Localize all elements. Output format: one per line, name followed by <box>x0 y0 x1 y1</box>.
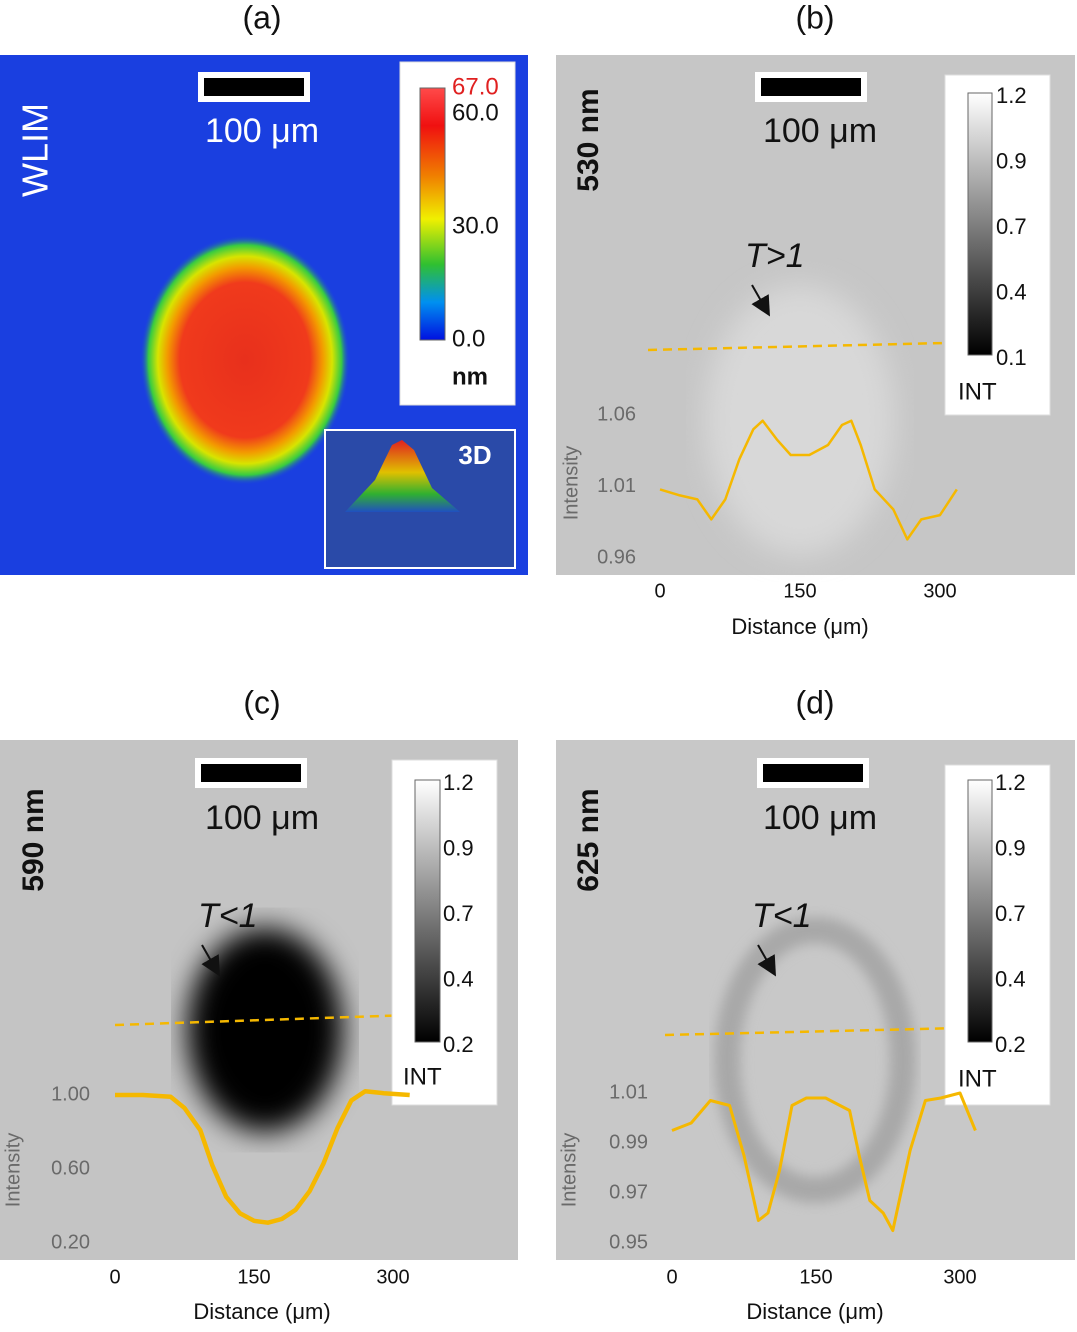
colorbar-tick-label: 0.4 <box>443 966 474 991</box>
colorbar-tick-label: 0.4 <box>995 966 1026 991</box>
arrow <box>757 944 776 977</box>
colorbar-tick-label: 0.4 <box>996 279 1027 304</box>
intensity-line <box>115 1089 410 1225</box>
colorbar-tick-label: 60.0 <box>452 100 499 127</box>
intensity-line <box>659 419 958 541</box>
y-tick-label: 0.96 <box>597 546 636 568</box>
colorbar-tick-label: 0.9 <box>996 148 1027 173</box>
colorbar-tick-label: 0.7 <box>996 214 1027 239</box>
x-tick-label: 300 <box>943 1266 976 1288</box>
cone <box>345 440 460 512</box>
colorbar-unit: INT <box>958 1065 997 1092</box>
colorbar <box>967 92 993 356</box>
y-tick-label: 0.99 <box>609 1131 648 1153</box>
colorbar-tick-label: 67.0 <box>452 73 499 100</box>
colorbar-tick-label: 0.7 <box>443 901 474 926</box>
colorbar-tick-label: 30.0 <box>452 213 499 240</box>
spot <box>187 928 343 1132</box>
x-axis-label: Distance (μm) <box>731 614 868 639</box>
x-tick-label: 300 <box>923 580 956 602</box>
bump <box>140 235 350 485</box>
colorbar-unit: nm <box>452 363 488 390</box>
annotation: T<1 <box>752 897 812 935</box>
overlay: (a) WLIM 100 μm 3D 67.060.0 30.0 0.0 nm (b) 530 n… <box>2 0 1051 1324</box>
colorbar-tick-label: 1.2 <box>443 770 474 795</box>
x-tick-label: 0 <box>654 580 665 602</box>
side-label: 530 nm <box>572 88 605 191</box>
colorbar-tick-label: 1.2 <box>996 83 1027 108</box>
colorbar <box>967 779 993 1043</box>
colorbar <box>419 87 446 341</box>
y-tick-label: 0.95 <box>609 1231 648 1253</box>
scale-bar <box>201 764 301 782</box>
side-label: WLIM <box>15 103 56 197</box>
y-tick-label: 1.00 <box>51 1083 90 1105</box>
x-tick-label: 300 <box>376 1266 409 1288</box>
y-axis-label: Intensity <box>560 446 582 520</box>
side-label: 590 nm <box>17 788 50 891</box>
colorbar-tick-label: 0.1 <box>996 345 1027 370</box>
side-label: 625 nm <box>572 788 605 891</box>
scale-bar-label: 100 μm <box>205 799 319 837</box>
colorbar-tick-label: 0.0 <box>452 325 485 352</box>
y-tick-label: 0.97 <box>609 1181 648 1203</box>
colorbar-tick-label: 1.2 <box>995 770 1026 795</box>
x-tick-label: 0 <box>109 1266 120 1288</box>
x-tick-label: 150 <box>799 1266 832 1288</box>
x-axis-label: Distance (μm) <box>746 1299 883 1324</box>
colorbar-tick-label: 0.2 <box>443 1032 474 1057</box>
intensity-line <box>671 1091 977 1232</box>
arrow <box>201 944 220 977</box>
panel-label: (b) <box>795 0 834 35</box>
spot-ring <box>714 917 916 1203</box>
colorbar-box <box>399 61 516 406</box>
panel-label: (d) <box>795 684 834 720</box>
x-tick-label: 0 <box>666 1266 677 1288</box>
panel-label: (c) <box>243 684 280 720</box>
profile-line <box>664 1026 963 1037</box>
scale-bar <box>204 78 304 96</box>
panel-label: (a) <box>242 0 281 35</box>
colorbar-tick-label: 0.9 <box>995 835 1026 860</box>
y-tick-label: 1.06 <box>597 403 636 425</box>
y-tick-label: 1.01 <box>597 475 636 497</box>
colorbar-box <box>391 759 498 1106</box>
colorbar-unit: INT <box>403 1063 442 1090</box>
scale-bar-label: 100 μm <box>763 799 877 837</box>
scale-bar-label: 100 μm <box>205 112 319 150</box>
colorbar-box <box>944 764 1051 1106</box>
profile-line <box>114 1013 413 1027</box>
colorbar-tick-label: 0.2 <box>995 1032 1026 1057</box>
scale-bar-label: 100 μm <box>763 112 877 150</box>
inset-label: 3D <box>458 440 491 470</box>
arrow <box>751 284 770 317</box>
colorbar-box <box>944 74 1051 416</box>
x-axis-label: Distance (μm) <box>193 1299 330 1324</box>
y-tick-label: 1.01 <box>609 1081 648 1103</box>
colorbar <box>414 779 441 1043</box>
y-axis-label: Intensity <box>558 1133 580 1207</box>
profile-line <box>647 341 946 352</box>
y-tick-label: 0.20 <box>51 1231 90 1253</box>
scale-bar <box>763 764 863 782</box>
scale-bar <box>761 78 861 96</box>
x-tick-label: 150 <box>237 1266 270 1288</box>
colorbar-unit: INT <box>958 378 997 405</box>
colorbar-tick-label: 0.9 <box>443 835 474 860</box>
colorbar-tick-label: 0.7 <box>995 901 1026 926</box>
spot <box>705 285 895 555</box>
x-tick-label: 150 <box>783 580 816 602</box>
y-axis-label: Intensity <box>2 1133 24 1207</box>
y-tick-label: 0.60 <box>51 1157 90 1179</box>
annotation: T<1 <box>198 897 258 935</box>
annotation: T>1 <box>745 237 805 275</box>
